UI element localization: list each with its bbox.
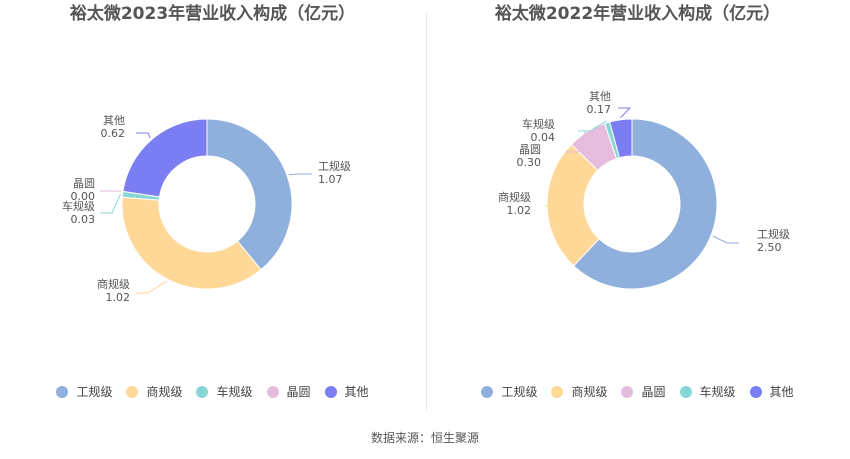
legend: 工规级 商规级 晶圆 车规级 其他 [425,383,850,400]
legend-item[interactable]: 工规级 [56,383,112,400]
legend-marker-icon [749,385,762,398]
legend-label: 商规级 [571,385,608,399]
data-source: 数据来源：恒生聚源 [370,431,479,445]
legend-item[interactable]: 商规级 [551,383,607,400]
slice-category-label: 工规级 [318,159,351,173]
legend-marker-icon [324,385,337,398]
slice-category-label: 商规级 [498,190,531,204]
slice-category-label: 其他 [103,114,125,127]
chart-panel-2023: 裕太微2023年营业收入构成（亿元） 工规级 1.07 商规级 1.02 车规级 0.03… [0,0,425,410]
legend-label: 工规级 [76,385,113,399]
legend-item[interactable]: 车规级 [679,383,736,400]
slice-value-label: 0.03 [71,213,96,226]
chart-title: 裕太微2022年营业收入构成（亿元） [494,4,781,24]
legend: 工规级 商规级 车规级 晶圆 其他 [0,383,425,400]
leader-line [136,132,151,139]
leader-line [618,107,632,119]
legend-item[interactable]: 工规级 [481,383,537,400]
pie-slice-0[interactable] [206,118,293,271]
slice-value-label: 1.02 [106,291,131,304]
legend-label: 车规级 [699,385,736,399]
slice-value-label: 2.50 [757,241,782,254]
slice-category-label: 晶圆 [519,143,541,156]
legend-label: 晶圆 [641,385,666,399]
leader-line [100,193,122,214]
slice-value-label: 1.02 [507,204,532,217]
legend-marker-icon [266,385,279,398]
pie-slice-4[interactable] [122,118,208,198]
legend-item[interactable]: 车规级 [196,383,253,400]
legend-item[interactable]: 商规级 [126,383,182,400]
legend-marker-icon [126,385,139,398]
slice-category-label: 工规级 [757,227,790,241]
slice-category-label: 车规级 [522,117,555,131]
chart-title: 裕太微2023年营业收入构成（亿元） [69,4,356,24]
leader-line [288,173,312,176]
legend-marker-icon [551,385,564,398]
legend-item[interactable]: 其他 [324,383,369,400]
leader-line [136,280,167,294]
slice-category-label: 其他 [589,90,611,103]
slice-value-label: 0.62 [101,127,126,140]
pie-slice-0[interactable] [572,118,718,290]
leader-line [566,130,587,153]
legend-marker-icon [621,385,634,398]
slice-value-label: 0.30 [517,156,542,169]
slice-value-label: 0.00 [71,190,96,203]
legend-label: 其他 [344,385,369,399]
leader-line [578,120,607,132]
slice-category-label: 商规级 [97,277,130,291]
slice-value-label: 0.04 [531,131,556,144]
panel-divider [426,12,427,410]
legend-marker-icon [196,385,209,398]
legend-marker-icon [56,385,69,398]
slice-category-label: 晶圆 [73,177,95,190]
legend-label: 车规级 [216,385,253,399]
chart-panel-2022: 裕太微2022年营业收入构成（亿元） 工规级 2.50 商规级 1.02 晶圆 0.30 车… [425,0,850,410]
slice-value-label: 0.17 [587,103,612,116]
pie-slice-1[interactable] [121,196,262,290]
legend-label: 晶圆 [286,385,311,399]
legend-label: 商规级 [146,385,183,399]
legend-marker-icon [481,385,494,398]
legend-label: 工规级 [501,385,538,399]
slice-category-label: 车规级 [62,199,95,213]
legend-item[interactable]: 其他 [749,383,794,400]
legend-item[interactable]: 晶圆 [621,383,666,400]
slice-value-label: 1.07 [318,173,343,186]
legend-label: 其他 [769,385,794,399]
legend-item[interactable]: 晶圆 [266,383,311,400]
legend-marker-icon [679,385,692,398]
pie-slice-4[interactable] [609,118,633,159]
leader-line [712,235,739,244]
